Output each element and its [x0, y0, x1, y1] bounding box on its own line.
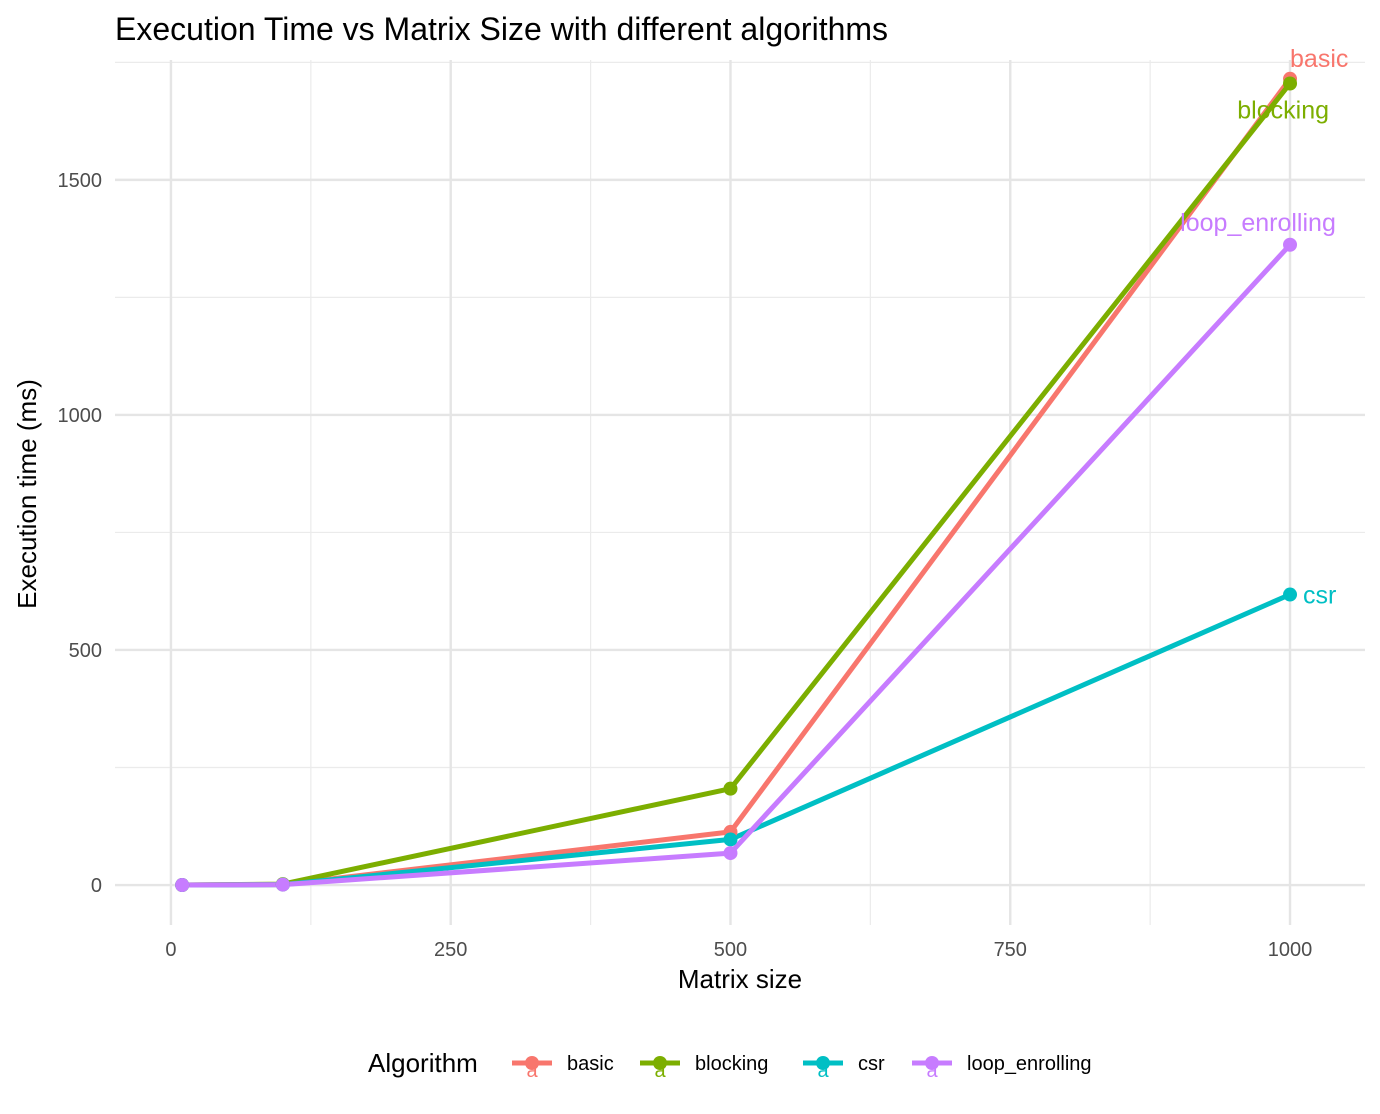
- x-tick-label: 0: [165, 939, 176, 961]
- legend-item-blocking: a blocking: [640, 1053, 768, 1082]
- legend: Algorithm a basic a blocking a csr a loop_enrol…: [368, 1048, 1092, 1082]
- legend-key-basic: a: [512, 1056, 552, 1082]
- x-tick-label: 500: [714, 939, 747, 961]
- end-label-basic: basic: [1290, 45, 1348, 73]
- data-point-blocking: [723, 781, 738, 796]
- legend-item-csr: a csr: [803, 1053, 885, 1082]
- y-axis-ticks: 0 500 1000 1500: [58, 170, 103, 897]
- legend-label-blocking: blocking: [695, 1053, 768, 1075]
- legend-key-point: [816, 1056, 830, 1070]
- legend-key-glyph: a: [817, 1060, 829, 1082]
- end-label-blocking: blocking: [1237, 97, 1329, 125]
- data-point-loop-enrolling: [723, 846, 738, 861]
- data-point-loop-enrolling: [1283, 237, 1298, 252]
- data-point-csr: [723, 832, 738, 847]
- end-label-csr: csr: [1303, 582, 1336, 610]
- legend-item-loop-enrolling: a loop_enrolling: [912, 1053, 1092, 1082]
- legend-key-glyph: a: [926, 1060, 938, 1082]
- major-gridlines: [115, 60, 1365, 925]
- y-tick-label: 500: [69, 640, 102, 662]
- legend-key-blocking: a: [640, 1056, 680, 1082]
- series-line-basic: [182, 77, 1293, 888]
- data-point-loop-enrolling: [275, 877, 290, 892]
- y-axis-title: Execution time (ms): [12, 379, 42, 609]
- x-axis-title: Matrix size: [678, 964, 802, 994]
- legend-key-point: [653, 1056, 667, 1070]
- x-tick-label: 750: [994, 939, 1027, 961]
- y-tick-label: 1500: [58, 170, 103, 192]
- data-point-blocking: [1283, 76, 1298, 91]
- legend-label-basic: basic: [567, 1053, 614, 1075]
- series-line-loop-enrolling: [182, 243, 1292, 888]
- y-tick-label: 1000: [58, 405, 103, 427]
- series-lines: [182, 77, 1293, 888]
- legend-title: Algorithm: [368, 1048, 478, 1078]
- legend-items: a basic a blocking a csr a loop_enrolling: [512, 1053, 1092, 1082]
- y-tick-label: 0: [91, 875, 102, 897]
- x-tick-label: 1000: [1268, 939, 1313, 961]
- x-tick-label: 250: [434, 939, 467, 961]
- data-point-loop-enrolling: [175, 878, 190, 893]
- series-points: [175, 71, 1298, 893]
- data-point-csr: [1283, 587, 1298, 602]
- x-axis-ticks: 0 250 500 750 1000: [165, 939, 1312, 961]
- legend-label-csr: csr: [858, 1053, 885, 1075]
- legend-key-point: [925, 1056, 939, 1070]
- legend-key-loop-enrolling: a: [912, 1056, 952, 1082]
- legend-key-glyph: a: [654, 1060, 666, 1082]
- legend-item-basic: a basic: [512, 1053, 614, 1082]
- legend-label-loop-enrolling: loop_enrolling: [967, 1053, 1092, 1075]
- legend-key-glyph: a: [526, 1060, 538, 1082]
- end-label-loop-enrolling: loop_enrolling: [1180, 209, 1336, 237]
- minor-gridlines: [115, 60, 1365, 925]
- legend-key-csr: a: [803, 1056, 843, 1082]
- series-end-labels: basic blocking csr loop_enrolling: [1180, 45, 1348, 610]
- series-line-blocking: [182, 81, 1292, 888]
- legend-key-point: [525, 1056, 539, 1070]
- chart-title: Execution Time vs Matrix Size with diffe…: [115, 11, 888, 47]
